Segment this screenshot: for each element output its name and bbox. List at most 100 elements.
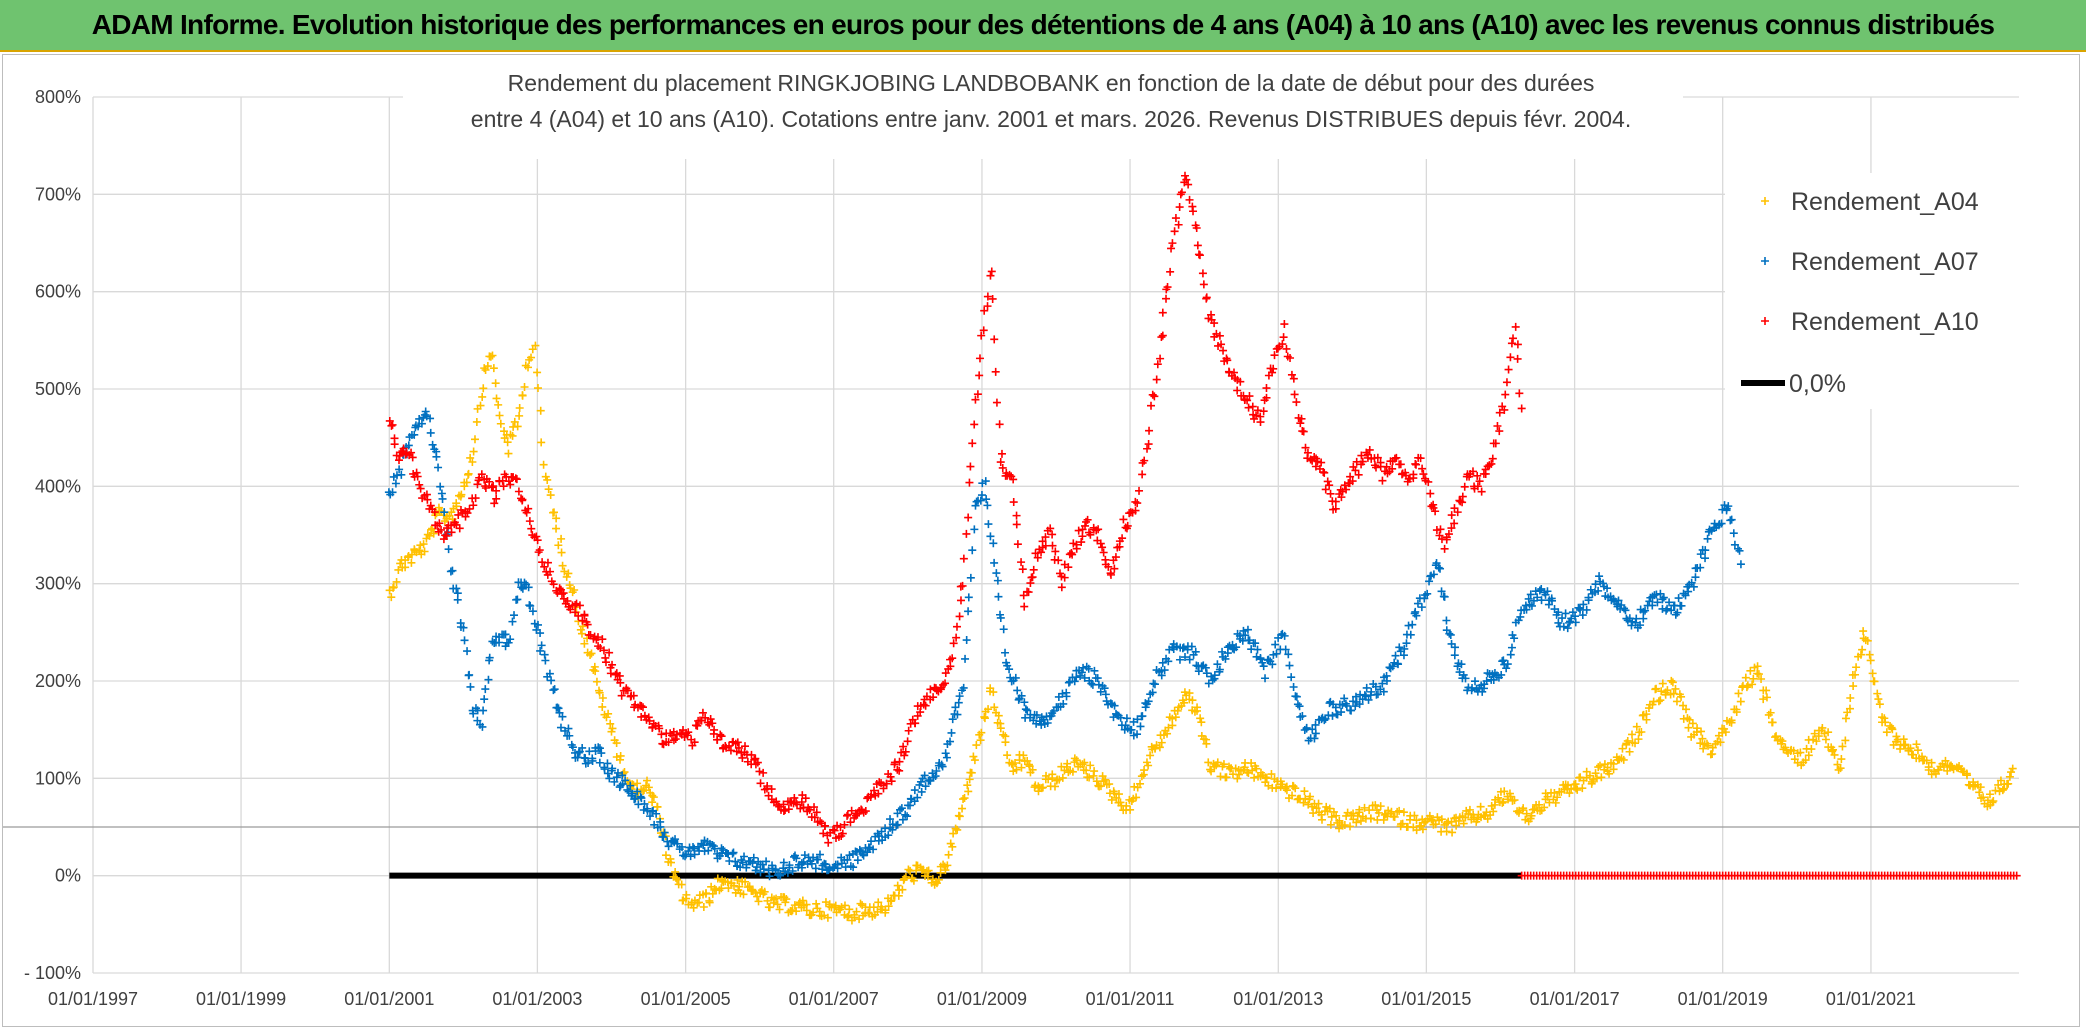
data-point [1057, 583, 1066, 592]
data-point [1535, 586, 1544, 595]
x-tick-label: 01/01/2013 [1233, 989, 1323, 1009]
data-point [1085, 773, 1094, 782]
data-point [1167, 244, 1176, 253]
data-point [1137, 772, 1146, 781]
data-point [792, 854, 801, 863]
data-point [1735, 546, 1744, 555]
data-point [1548, 596, 1557, 605]
data-point [1288, 791, 1297, 800]
data-point [734, 743, 743, 752]
data-point [1736, 697, 1745, 706]
data-point [705, 898, 714, 907]
data-point [2007, 768, 2016, 777]
data-point [874, 789, 883, 798]
data-point [1473, 482, 1482, 491]
data-point [395, 451, 404, 460]
data-point [1416, 454, 1425, 463]
data-point [1721, 728, 1730, 737]
data-point [782, 895, 791, 904]
data-point [1342, 485, 1351, 494]
data-point [1704, 741, 1713, 750]
data-point [444, 545, 453, 554]
x-tick-label: 01/01/2005 [641, 989, 731, 1009]
data-point [1147, 401, 1156, 410]
data-point [1450, 643, 1459, 652]
data-point [1291, 784, 1300, 793]
data-point [1346, 472, 1355, 481]
data-point [1501, 390, 1510, 399]
data-point [955, 692, 964, 701]
data-point [1736, 560, 1745, 569]
data-point [1106, 570, 1115, 579]
data-point [1754, 670, 1763, 679]
data-point [1301, 443, 1310, 452]
data-point [820, 821, 829, 830]
data-point [1107, 795, 1116, 804]
data-point [615, 671, 624, 680]
data-point [666, 858, 675, 867]
data-point [2004, 779, 2013, 788]
data-point [1573, 785, 1582, 794]
data-point [488, 351, 497, 360]
data-point [946, 737, 955, 746]
data-point [419, 540, 428, 549]
data-point [1325, 804, 1334, 813]
legend-label: Rendement_A07 [1791, 248, 1979, 276]
data-point [840, 901, 849, 910]
data-point [677, 842, 686, 851]
data-point [1331, 703, 1340, 712]
data-point [1406, 630, 1415, 639]
data-point [1394, 660, 1403, 669]
data-point [601, 658, 610, 667]
data-point [781, 805, 790, 814]
data-point [1327, 812, 1336, 821]
data-point [1571, 618, 1580, 627]
data-point [975, 354, 984, 363]
data-point [1743, 681, 1752, 690]
data-point [1337, 708, 1346, 717]
data-point [1170, 227, 1179, 236]
y-tick-label: 400% [35, 476, 81, 496]
data-point [1398, 819, 1407, 828]
data-point [1204, 758, 1213, 767]
data-point [1122, 714, 1131, 723]
data-point [1390, 454, 1399, 463]
data-point [1689, 582, 1698, 591]
data-point [1578, 784, 1587, 793]
data-point [656, 822, 665, 831]
data-point [1210, 671, 1219, 680]
data-point [1033, 553, 1042, 562]
data-point [1289, 374, 1298, 383]
data-point [991, 367, 1000, 376]
data-point [1454, 816, 1463, 825]
data-point [387, 593, 396, 602]
data-point [699, 902, 708, 911]
data-point [1197, 718, 1206, 727]
data-point [1851, 670, 1860, 679]
data-point [999, 625, 1008, 634]
data-point [772, 797, 781, 806]
data-point [1202, 739, 1211, 748]
data-point [1098, 543, 1107, 552]
data-point [1193, 241, 1202, 250]
data-point [1041, 533, 1050, 542]
data-point [660, 828, 669, 837]
data-point [673, 875, 682, 884]
data-point [1352, 818, 1361, 827]
data-point [1489, 675, 1498, 684]
data-point [1868, 669, 1877, 678]
data-point [580, 639, 589, 648]
data-point [1253, 406, 1262, 415]
data-point [1192, 224, 1201, 233]
data-point [494, 400, 503, 409]
data-point [952, 622, 961, 631]
data-point [841, 863, 850, 872]
data-point [1365, 806, 1374, 815]
data-point [741, 877, 750, 886]
data-point [1510, 796, 1519, 805]
data-point [931, 772, 940, 781]
data-point [480, 695, 489, 704]
data-point [1741, 673, 1750, 682]
data-point [1181, 653, 1189, 662]
data-point [640, 786, 649, 795]
